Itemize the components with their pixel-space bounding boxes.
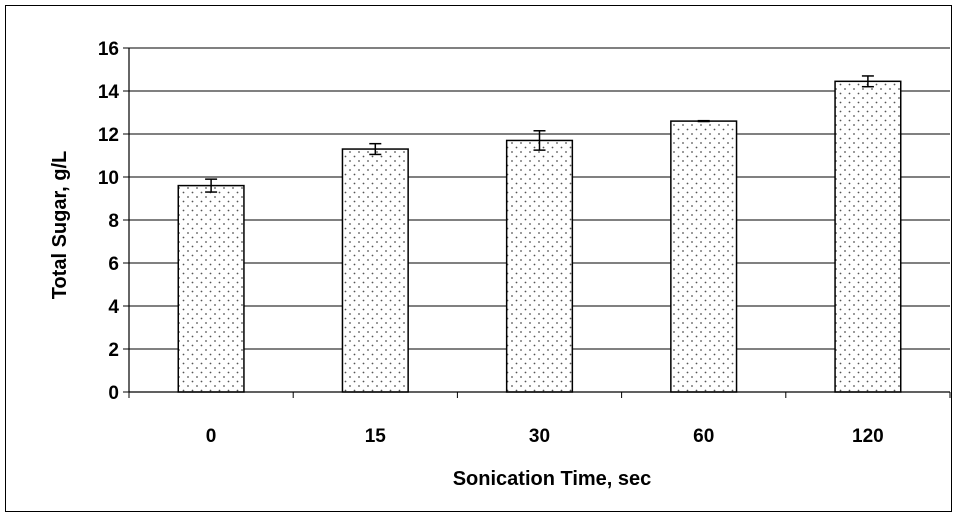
x-tick-label: 0 xyxy=(206,426,217,447)
x-axis-title: Sonication Time, sec xyxy=(453,468,652,490)
y-tick-label: 10 xyxy=(98,168,119,189)
y-tick-label: 16 xyxy=(98,39,119,60)
y-tick-label: 14 xyxy=(98,82,120,103)
bar-chart: 0 2 4 6 8 10 12 14 16 0 15 30 60 120 Sonication Time,… xyxy=(49,39,951,490)
axes xyxy=(123,47,951,398)
y-tick-label: 6 xyxy=(108,254,119,275)
x-tick-label: 60 xyxy=(693,426,714,447)
y-tick-label: 0 xyxy=(108,383,119,404)
tick-labels: 0 2 4 6 8 10 12 14 16 0 15 30 60 120 xyxy=(98,39,884,447)
y-tick-label: 8 xyxy=(108,211,119,232)
x-tick-label: 120 xyxy=(852,426,884,447)
bars xyxy=(177,75,902,393)
bar-60 xyxy=(670,120,738,393)
bar-30 xyxy=(505,139,574,393)
y-tick-label: 4 xyxy=(108,297,119,318)
x-tick-label: 15 xyxy=(365,426,387,447)
chart-frame: 0 2 4 6 8 10 12 14 16 0 15 30 60 120 Sonication Time,… xyxy=(5,5,952,512)
bar-0 xyxy=(177,184,245,393)
bar-15 xyxy=(341,148,409,393)
bar-120 xyxy=(834,80,902,393)
y-tick-label: 12 xyxy=(98,125,119,146)
y-tick-label: 2 xyxy=(108,340,119,361)
x-tick-label: 30 xyxy=(529,426,550,447)
y-axis-title: Total Sugar, g/L xyxy=(49,151,71,300)
